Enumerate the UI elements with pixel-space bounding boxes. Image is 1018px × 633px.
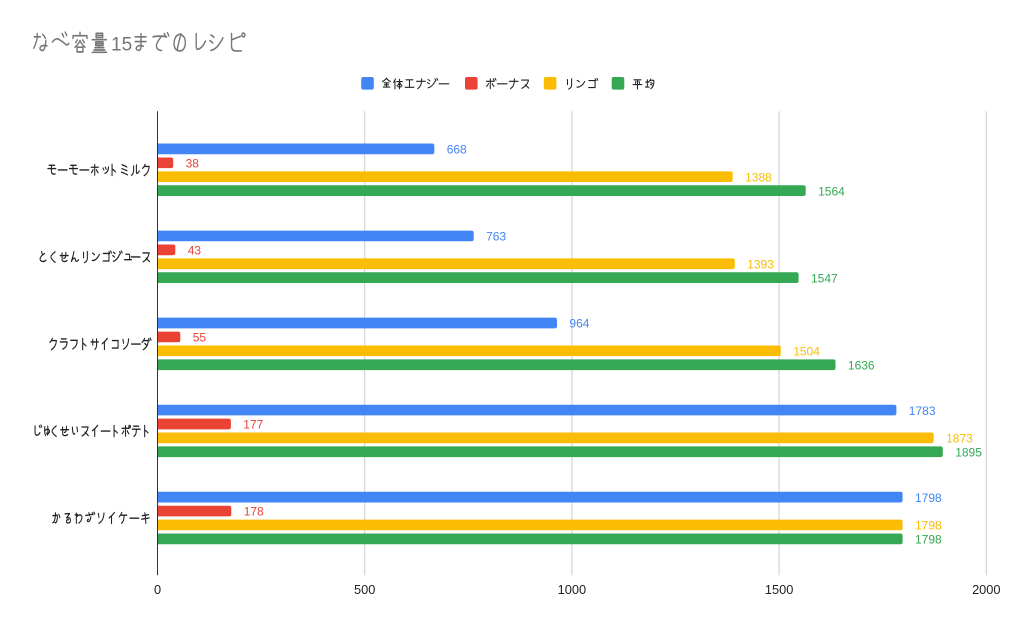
- svg-text:1895: 1895: [955, 446, 982, 460]
- svg-text:2000: 2000: [972, 582, 1000, 597]
- svg-text:1500: 1500: [765, 582, 793, 597]
- svg-text:55: 55: [193, 331, 207, 345]
- svg-text:1000: 1000: [558, 582, 586, 597]
- svg-text:1547: 1547: [811, 271, 838, 285]
- svg-text:500: 500: [354, 582, 375, 597]
- svg-text:177: 177: [243, 418, 263, 432]
- svg-text:668: 668: [447, 143, 467, 157]
- svg-text:15: 15: [111, 34, 132, 55]
- svg-text:1388: 1388: [745, 170, 772, 184]
- svg-text:1783: 1783: [909, 404, 936, 418]
- svg-text:1564: 1564: [818, 184, 845, 198]
- svg-text:763: 763: [486, 230, 506, 244]
- svg-text:1798: 1798: [915, 519, 942, 533]
- svg-text:0: 0: [154, 582, 161, 597]
- svg-text:38: 38: [186, 157, 200, 171]
- svg-text:1393: 1393: [747, 258, 774, 272]
- svg-text:1636: 1636: [848, 358, 875, 372]
- svg-text:178: 178: [244, 505, 264, 519]
- svg-text:964: 964: [569, 317, 589, 331]
- svg-text:1873: 1873: [946, 432, 973, 446]
- svg-text:1504: 1504: [793, 345, 820, 359]
- svg-text:1798: 1798: [915, 491, 942, 505]
- svg-text:43: 43: [188, 244, 202, 258]
- svg-text:1798: 1798: [915, 533, 942, 547]
